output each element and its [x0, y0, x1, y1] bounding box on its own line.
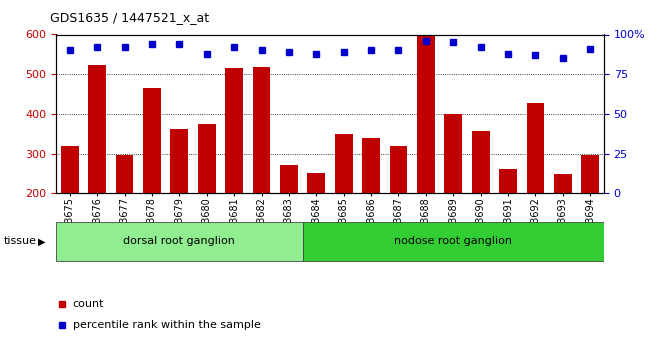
Text: dorsal root ganglion: dorsal root ganglion: [123, 237, 236, 246]
Bar: [308, 172, 325, 193]
Bar: [61, 146, 79, 193]
Bar: [472, 131, 490, 193]
FancyBboxPatch shape: [302, 221, 604, 262]
Bar: [499, 169, 517, 193]
Bar: [280, 165, 298, 193]
Bar: [198, 124, 216, 193]
Text: nodose root ganglion: nodose root ganglion: [394, 237, 512, 246]
Bar: [225, 68, 243, 193]
Text: count: count: [73, 299, 104, 309]
Bar: [417, 36, 435, 193]
FancyBboxPatch shape: [56, 221, 302, 262]
Bar: [581, 155, 599, 193]
Bar: [527, 103, 544, 193]
Text: ▶: ▶: [38, 237, 46, 246]
Bar: [362, 138, 380, 193]
Text: GDS1635 / 1447521_x_at: GDS1635 / 1447521_x_at: [50, 11, 209, 24]
Text: percentile rank within the sample: percentile rank within the sample: [73, 320, 261, 330]
Text: tissue: tissue: [3, 237, 36, 246]
Bar: [143, 88, 161, 193]
Bar: [115, 155, 133, 193]
Bar: [554, 174, 572, 193]
Bar: [335, 135, 352, 193]
Bar: [444, 114, 462, 193]
Bar: [170, 129, 188, 193]
Bar: [88, 66, 106, 193]
Bar: [389, 146, 407, 193]
Bar: [253, 67, 271, 193]
